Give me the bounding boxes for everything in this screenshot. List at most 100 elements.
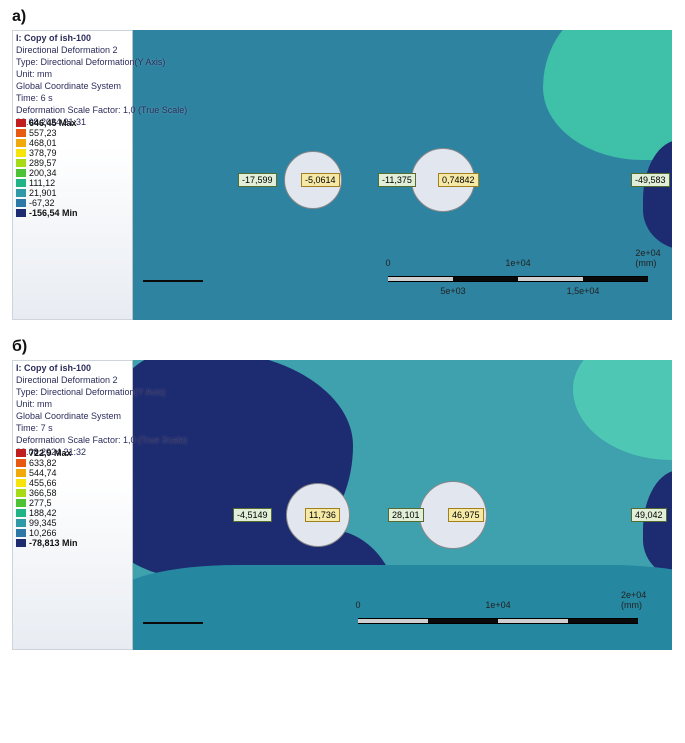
legend-value: 277,5 (29, 498, 52, 508)
legend-row: 722,9 Max (16, 448, 78, 458)
scale-tick-label: 2e+04 (mm) (635, 248, 660, 268)
legend-row: 188,42 (16, 508, 78, 518)
legend-swatch (16, 509, 26, 517)
contour-region (573, 360, 672, 460)
legend-row: 99,345 (16, 518, 78, 528)
panel-b-viewport[interactable]: -4,5149 11,736 28,101 46,975 49,042 0 1e+04 2e+… (132, 360, 672, 650)
panel-b: I: Copy of ish-100 Directional Deformati… (12, 360, 672, 650)
legend-value: 646,45 Max (29, 118, 77, 128)
scale-segment (453, 276, 518, 282)
legend-value: 557,23 (29, 128, 57, 138)
scale-tick-label: 2e+04 (mm) (621, 590, 655, 610)
legend-swatch (16, 539, 26, 547)
legend-row: -78,813 Min (16, 538, 78, 548)
panel-a-viewport[interactable]: -17,599 -5,0614 -11,375 0,74842 -49,583 0 1e+0… (132, 30, 672, 320)
legend-value: 111,12 (29, 178, 55, 188)
legend-row: 21,901 (16, 188, 78, 198)
contour-region (643, 470, 672, 580)
probe-label[interactable]: 49,042 (631, 508, 667, 522)
legend-value: 468,01 (29, 138, 57, 148)
panel-a-info: I: Copy of ish-100 Directional Deformati… (16, 32, 187, 128)
legend-swatch (16, 169, 26, 177)
legend-row: 277,5 (16, 498, 78, 508)
probe-label[interactable]: 46,975 (448, 508, 484, 522)
legend-value: 99,345 (29, 518, 57, 528)
panel-b-label: б) (12, 338, 673, 356)
legend-value: 10,266 (29, 528, 57, 538)
legend-value: 21,901 (29, 188, 57, 198)
legend-value: 289,57 (29, 158, 57, 168)
legend-value: -156,54 Min (29, 208, 78, 218)
panel-a: I: Copy of ish-100 Directional Deformati… (12, 30, 672, 320)
probe-label[interactable]: 11,736 (305, 508, 340, 522)
legend-value: 200,34 (29, 168, 57, 178)
legend-row: 378,79 (16, 148, 78, 158)
legend-swatch (16, 209, 26, 217)
panel-a-info-lines: Directional Deformation 2Type: Direction… (16, 44, 187, 128)
panel-b-legend: 722,9 Max633,82544,74455,66366,58277,518… (16, 448, 78, 548)
legend-swatch (16, 189, 26, 197)
legend-row: 111,12 (16, 178, 78, 188)
probe-label[interactable]: -4,5149 (233, 508, 272, 522)
legend-swatch (16, 199, 26, 207)
legend-value: 544,74 (29, 468, 57, 478)
legend-row: -67,32 (16, 198, 78, 208)
contour-region (132, 565, 672, 650)
legend-swatch (16, 149, 26, 157)
legend-swatch (16, 179, 26, 187)
legend-swatch (16, 519, 26, 527)
probe-label[interactable]: -49,583 (631, 173, 670, 187)
panel-a-legend: 646,45 Max557,23468,01378,79289,57200,34… (16, 118, 78, 218)
info-line: Type: Directional Deformation(Y Axis) (16, 56, 187, 68)
scale-tick-label: 1e+04 (485, 600, 510, 610)
info-line: Unit: mm (16, 398, 187, 410)
legend-row: 646,45 Max (16, 118, 78, 128)
info-line: Unit: mm (16, 68, 187, 80)
scale-segment (428, 618, 498, 624)
probe-label[interactable]: 28,101 (388, 508, 424, 522)
legend-value: 188,42 (29, 508, 57, 518)
probe-label[interactable]: -5,0614 (301, 173, 340, 187)
panel-a-info-title: I: Copy of ish-100 (16, 32, 187, 44)
probe-label[interactable]: -11,375 (378, 173, 416, 187)
legend-swatch (16, 119, 26, 127)
scale-tick-label: 1,5e+04 (567, 286, 600, 296)
info-line: Deformation Scale Factor: 1,0 (True Scal… (16, 104, 187, 116)
legend-row: 455,66 (16, 478, 78, 488)
legend-value: -78,813 Min (29, 538, 78, 548)
scale-segment (388, 276, 453, 282)
scale-baseline (143, 622, 203, 624)
probe-label[interactable]: 0,74842 (438, 173, 479, 187)
legend-swatch (16, 529, 26, 537)
legend-row: -156,54 Min (16, 208, 78, 218)
legend-swatch (16, 129, 26, 137)
contour-region (543, 30, 672, 160)
scale-tick-label: 0 (355, 600, 360, 610)
scale-tick-label: 0 (385, 258, 390, 268)
legend-swatch (16, 479, 26, 487)
panel-b-info: I: Copy of ish-100 Directional Deformati… (16, 362, 187, 458)
scale-baseline (143, 280, 203, 282)
panel-a-label: а) (12, 8, 673, 26)
legend-value: 633,82 (29, 458, 57, 468)
legend-swatch (16, 449, 26, 457)
info-line: Global Coordinate System (16, 410, 187, 422)
legend-row: 200,34 (16, 168, 78, 178)
legend-swatch (16, 159, 26, 167)
info-line: Type: Directional Deformation(Y Axis) (16, 386, 187, 398)
info-line: Directional Deformation 2 (16, 44, 187, 56)
legend-swatch (16, 489, 26, 497)
scale-segment (358, 618, 428, 624)
info-line: Directional Deformation 2 (16, 374, 187, 386)
info-line: Time: 6 s (16, 92, 187, 104)
legend-value: 722,9 Max (29, 448, 72, 458)
scale-tick-label: 1e+04 (505, 258, 530, 268)
probe-label[interactable]: -17,599 (238, 173, 277, 187)
info-line: Deformation Scale Factor: 1,0 (True Scal… (16, 434, 187, 446)
legend-value: 455,66 (29, 478, 57, 488)
scale-segment (518, 276, 583, 282)
legend-row: 289,57 (16, 158, 78, 168)
legend-row: 557,23 (16, 128, 78, 138)
scale-segment (583, 276, 648, 282)
scale-segment (498, 618, 568, 624)
